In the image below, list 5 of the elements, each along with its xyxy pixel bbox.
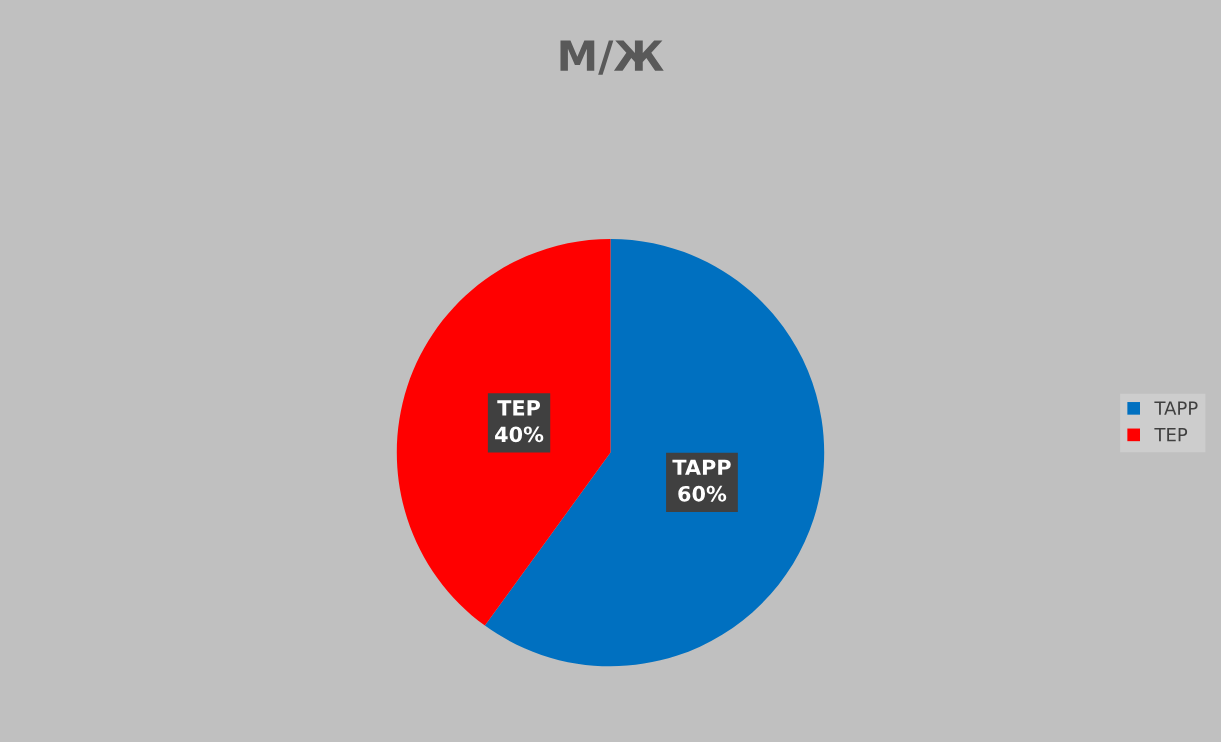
chart-title: М/Ж [560,40,664,75]
data-label: TAPP 60% [672,459,731,502]
legend-label: TEP [1154,428,1188,442]
legend-label: TAPP [1154,401,1198,415]
data-label: TEP 40% [495,400,544,443]
